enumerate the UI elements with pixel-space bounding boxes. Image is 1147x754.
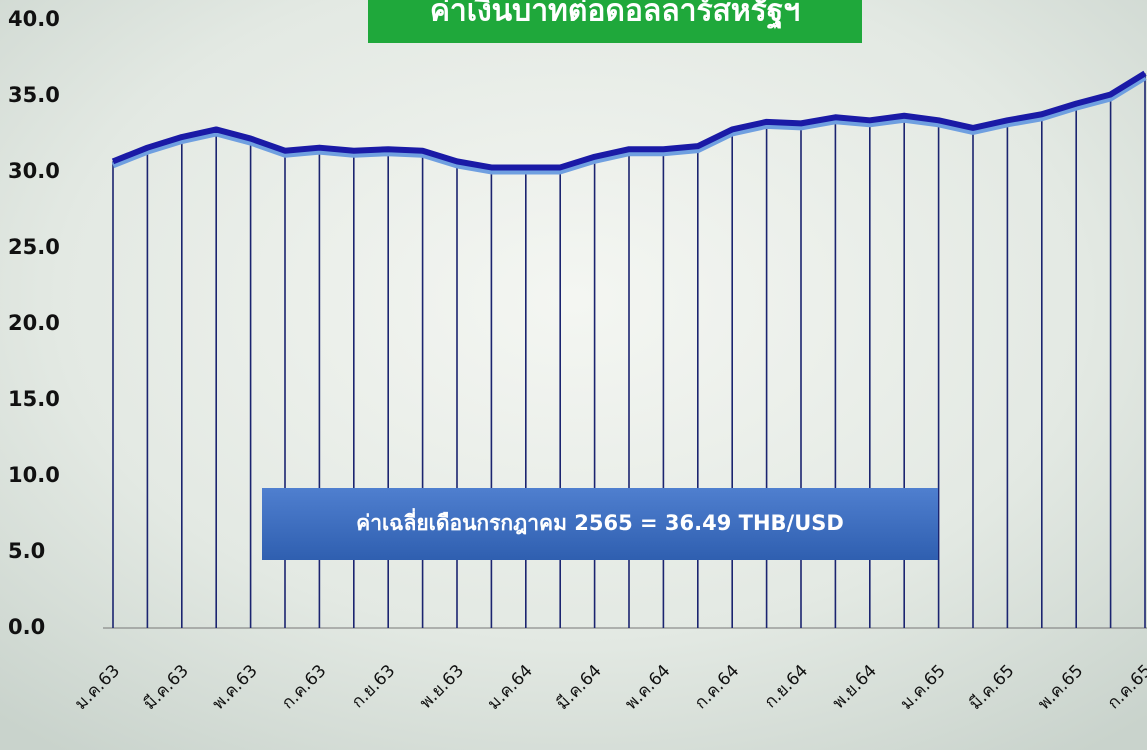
y-tick-label: 5.0 [8, 539, 45, 563]
y-tick-label: 30.0 [8, 159, 60, 183]
background [0, 0, 1147, 750]
y-tick-label: 15.0 [8, 387, 60, 411]
y-tick-label: 40.0 [8, 7, 60, 31]
annotation: ค่าเฉลี่ยเดือนกรกฎาคม 2565 = 36.49 THB/U… [356, 507, 844, 535]
chart: ค่าเงินบาทต่อดอลลาร์สหรัฐฯ 0.0 5.0 10.0 15.… [0, 0, 1147, 750]
chart-title: ค่าเงินบาทต่อดอลลาร์สหรัฐฯ [430, 0, 800, 31]
y-tick-label: 25.0 [8, 235, 60, 259]
y-tick-label: 20.0 [8, 311, 60, 335]
y-tick-label: 35.0 [8, 83, 60, 107]
y-tick-label: 0.0 [8, 615, 45, 639]
y-tick-label: 10.0 [8, 463, 60, 487]
